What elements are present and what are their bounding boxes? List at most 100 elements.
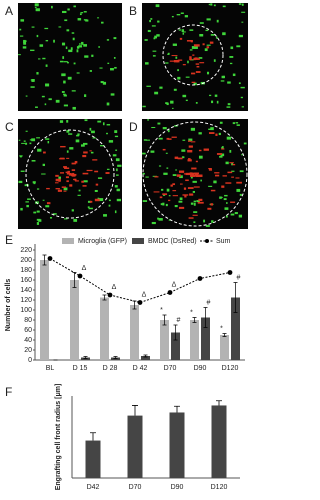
speck xyxy=(198,57,203,59)
speck xyxy=(174,156,179,159)
speck xyxy=(76,72,80,74)
region-circle xyxy=(142,121,248,227)
speck xyxy=(45,138,50,140)
speck xyxy=(87,206,90,208)
speck xyxy=(203,219,206,223)
speck xyxy=(81,180,84,183)
speck xyxy=(18,54,21,56)
speck xyxy=(36,72,39,75)
speck xyxy=(101,21,104,24)
speck xyxy=(77,194,81,196)
speck xyxy=(181,156,185,159)
speck xyxy=(59,120,64,123)
speck xyxy=(240,96,243,99)
speck xyxy=(65,171,70,173)
speck xyxy=(30,86,35,88)
speck xyxy=(106,124,111,126)
speck xyxy=(29,142,32,145)
x-tick-label: D70 xyxy=(129,484,142,491)
bar xyxy=(171,332,180,360)
speck xyxy=(159,86,163,89)
speck xyxy=(27,198,31,200)
speck xyxy=(116,168,118,172)
speck xyxy=(63,61,68,63)
speck xyxy=(172,183,176,186)
speck xyxy=(189,49,193,51)
speck xyxy=(191,46,195,49)
speck xyxy=(229,56,234,58)
speck xyxy=(83,19,88,21)
speck xyxy=(67,61,69,64)
speck xyxy=(153,191,160,193)
speck xyxy=(18,139,21,141)
speck xyxy=(193,57,196,61)
speck xyxy=(181,29,185,33)
speck xyxy=(45,64,48,67)
speck xyxy=(150,150,155,153)
speck xyxy=(102,122,105,126)
speck xyxy=(190,127,196,131)
speck xyxy=(166,188,170,192)
speck xyxy=(65,46,68,50)
x-tick-label: D 15 xyxy=(73,365,88,372)
speck xyxy=(168,195,171,197)
speck xyxy=(178,59,183,61)
speck xyxy=(39,44,44,47)
speck xyxy=(216,153,223,155)
speck xyxy=(231,162,234,166)
speck xyxy=(150,18,153,20)
speck xyxy=(243,142,247,145)
speck xyxy=(193,186,200,188)
speck xyxy=(187,60,189,64)
speck xyxy=(176,174,181,177)
legend-label: BMDC (DsRed) xyxy=(148,238,197,245)
speck xyxy=(181,149,186,152)
bar xyxy=(211,405,227,478)
speck xyxy=(158,218,163,221)
speck xyxy=(89,200,93,203)
speck xyxy=(100,81,104,84)
speck xyxy=(236,181,242,184)
speck xyxy=(173,88,177,91)
speck xyxy=(31,79,35,82)
sum-point xyxy=(47,256,53,261)
speck xyxy=(82,172,89,175)
speck xyxy=(174,204,178,208)
speck xyxy=(36,218,41,221)
y-axis-label: Number of cells xyxy=(5,279,12,332)
speck xyxy=(227,103,231,106)
speck xyxy=(42,57,46,60)
speck xyxy=(215,133,218,136)
speck xyxy=(88,207,93,210)
speck xyxy=(86,169,93,172)
speck xyxy=(238,82,241,85)
speck xyxy=(156,34,160,37)
speck xyxy=(60,172,64,174)
speck xyxy=(44,103,47,106)
speck xyxy=(146,85,151,87)
speck xyxy=(25,142,28,145)
speck xyxy=(72,37,75,41)
speck xyxy=(189,29,194,31)
speck xyxy=(197,201,204,204)
sum-point xyxy=(227,270,233,275)
speck xyxy=(229,62,233,65)
speck xyxy=(23,39,26,43)
speck xyxy=(89,127,92,131)
speck xyxy=(35,106,38,108)
speck xyxy=(151,221,156,225)
speck xyxy=(192,214,198,216)
speck xyxy=(191,81,196,84)
speck xyxy=(147,119,150,121)
speck xyxy=(87,200,91,203)
speck xyxy=(116,188,120,192)
speck xyxy=(182,194,189,196)
speck xyxy=(97,17,100,19)
speck xyxy=(98,46,101,48)
speck xyxy=(79,13,82,16)
speck xyxy=(176,14,181,16)
speck xyxy=(73,62,76,65)
speck xyxy=(206,71,210,75)
speck xyxy=(74,180,79,182)
speck xyxy=(76,49,79,53)
